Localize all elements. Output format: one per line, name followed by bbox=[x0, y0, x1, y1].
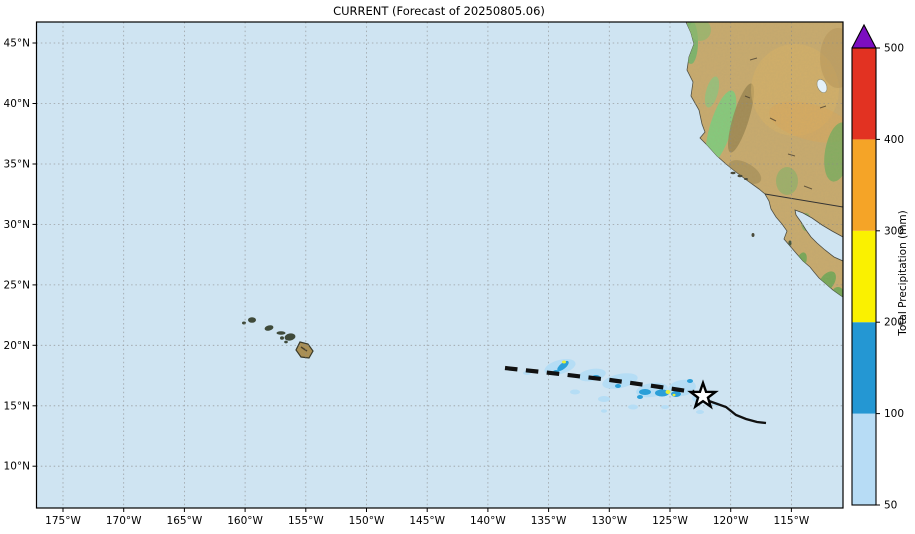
cb-tick-label: 400 bbox=[884, 134, 904, 146]
lat-tick-label: 45°N bbox=[4, 38, 30, 50]
latitude-axis: 45°N 40°N 35°N 30°N 25°N 20°N 15°N 10°N bbox=[4, 38, 30, 473]
pacific-coast-islands bbox=[730, 171, 792, 246]
land-group bbox=[685, 22, 843, 298]
cb-tick-label: 50 bbox=[884, 500, 897, 512]
lon-tick-label: 135°W bbox=[531, 515, 567, 527]
island-molokai bbox=[276, 331, 286, 335]
lat-tick-label: 35°N bbox=[4, 159, 30, 171]
precip-blob bbox=[696, 410, 704, 414]
colorbar-ticks bbox=[876, 47, 880, 506]
channel-island-3 bbox=[744, 178, 748, 180]
precipitation-patches bbox=[523, 359, 720, 414]
lat-tick-label: 10°N bbox=[4, 461, 30, 473]
cb-tick-label: 300 bbox=[884, 225, 904, 237]
precip-blob bbox=[628, 404, 638, 410]
island-maui bbox=[284, 333, 296, 341]
colorbar-axis-label: Total Precipitation (mm) bbox=[897, 210, 909, 336]
precip-blob bbox=[672, 393, 676, 397]
precip-200-300 bbox=[562, 360, 676, 397]
lat-tick-label: 20°N bbox=[4, 340, 30, 352]
lon-tick-label: 175°W bbox=[45, 515, 81, 527]
island-cedros bbox=[788, 240, 792, 246]
figure-title: CURRENT (Forecast of 20250805.06) bbox=[333, 4, 545, 18]
cb-seg-200-300 bbox=[852, 230, 876, 323]
current-position-star bbox=[687, 379, 719, 410]
graticule bbox=[36, 22, 843, 508]
big-island-ridge bbox=[300, 346, 308, 352]
cb-seg-300-400 bbox=[852, 139, 876, 231]
precip-blob bbox=[615, 384, 621, 388]
channel-island-1 bbox=[730, 171, 736, 175]
lon-tick-label: 115°W bbox=[774, 515, 810, 527]
island-kahoolawe bbox=[284, 340, 288, 344]
cb-seg-50-100 bbox=[852, 413, 876, 505]
lon-tick-label: 160°W bbox=[227, 515, 263, 527]
precip-blob bbox=[639, 389, 651, 395]
terrain-ridge-marks bbox=[744, 57, 827, 190]
lat-tick-label: 40°N bbox=[4, 98, 30, 110]
cb-seg-400-500 bbox=[852, 48, 876, 140]
great-salt-lake bbox=[816, 79, 828, 93]
lon-tick-label: 150°W bbox=[349, 515, 385, 527]
precip-blob bbox=[687, 379, 693, 383]
precip-blob bbox=[661, 405, 669, 409]
lon-tick-label: 145°W bbox=[409, 515, 445, 527]
island-lanai bbox=[280, 336, 284, 340]
forecast-track-dashed bbox=[504, 365, 695, 395]
plot-border bbox=[35, 21, 844, 509]
lon-tick-label: 140°W bbox=[470, 515, 506, 527]
lat-tick-label: 25°N bbox=[4, 279, 30, 291]
precip-blob bbox=[665, 390, 671, 394]
cb-tick-label: 100 bbox=[884, 408, 904, 420]
lon-tick-label: 130°W bbox=[591, 515, 627, 527]
storm-track bbox=[504, 365, 767, 425]
colorbar: 50 100 200 300 400 500 Total Precipitati… bbox=[851, 23, 909, 512]
channel-island-2 bbox=[737, 174, 743, 178]
cb-tick-label: 500 bbox=[884, 43, 904, 55]
lon-tick-label: 120°W bbox=[713, 515, 749, 527]
cb-overflow-arrow bbox=[852, 25, 876, 48]
lat-tick-label: 30°N bbox=[4, 219, 30, 231]
precip-blob bbox=[601, 409, 607, 413]
axis-ticks bbox=[32, 42, 792, 512]
island-guadalupe bbox=[751, 233, 755, 237]
precip-blob bbox=[557, 360, 569, 372]
island-kauai bbox=[248, 317, 256, 323]
us-mexico-border bbox=[764, 193, 843, 208]
precip-blob bbox=[598, 396, 610, 402]
cb-tick-label: 200 bbox=[884, 317, 904, 329]
colorbar-border bbox=[851, 47, 877, 506]
past-track-solid bbox=[708, 399, 767, 425]
precip-blob bbox=[570, 389, 580, 395]
precip-blob bbox=[655, 389, 669, 397]
longitude-axis: 175°W 170°W 165°W 160°W 155°W 150°W 145°… bbox=[45, 515, 810, 527]
precip-blob bbox=[562, 360, 566, 364]
lon-tick-label: 170°W bbox=[106, 515, 142, 527]
cb-seg-100-200 bbox=[852, 322, 876, 414]
lon-tick-label: 155°W bbox=[288, 515, 324, 527]
precip-blob bbox=[637, 395, 643, 399]
island-oahu bbox=[264, 325, 274, 331]
lon-tick-label: 165°W bbox=[167, 515, 203, 527]
lat-tick-label: 15°N bbox=[4, 400, 30, 412]
colorbar-arrow-border bbox=[851, 23, 877, 49]
lon-tick-label: 125°W bbox=[652, 515, 688, 527]
colorbar-segments bbox=[852, 25, 876, 505]
